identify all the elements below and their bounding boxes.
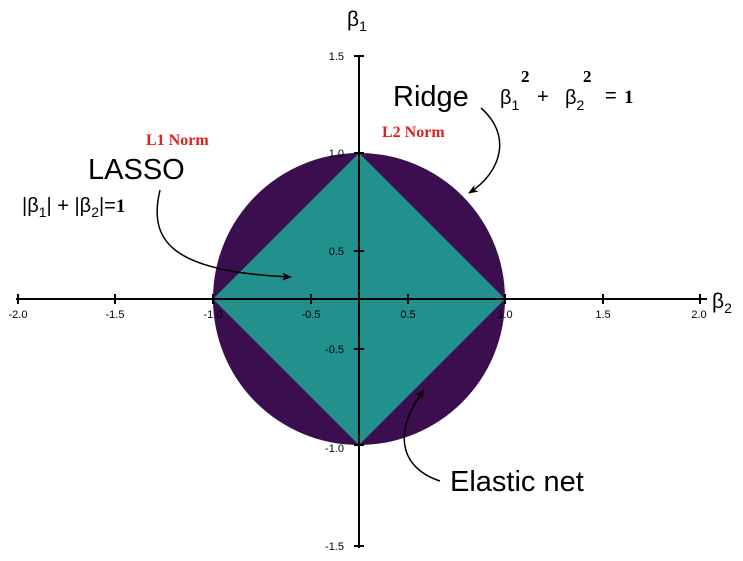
y-axis-label: β1 [347, 8, 367, 34]
elastic-net-label: Elastic net [450, 466, 584, 498]
x-tick-label: 2.0 [691, 309, 706, 321]
x-tick-marks [17, 294, 701, 304]
elastic-net-arrow [403, 389, 441, 482]
x-tick-label: 1.0 [497, 309, 512, 321]
ridge-arrow [468, 107, 501, 194]
x-tick-label: 1.5 [595, 309, 610, 321]
lasso-label: LASSO [88, 154, 185, 186]
ridge-plus: + [537, 86, 549, 108]
y-tick-label: 0.5 [329, 246, 344, 258]
ridge-beta1-power: 2 [521, 67, 530, 86]
x-tick-label: -0.5 [302, 309, 321, 321]
y-tick-label: 1.5 [329, 51, 344, 63]
l2-norm-label: L2 Norm [382, 124, 445, 141]
x-tick-label: -1.0 [204, 309, 223, 321]
lasso-formula: |β1| + |β2|=1 [22, 195, 125, 220]
ridge-equals: = [605, 85, 617, 107]
l1-norm-label: L1 Norm [146, 132, 209, 149]
x-tick-label: -2.0 [9, 309, 28, 321]
y-tick-label: -0.5 [325, 344, 344, 356]
y-tick-label: 1.0 [329, 148, 344, 160]
y-tick-marks [354, 55, 364, 547]
ridge-beta2-power: 2 [583, 67, 592, 86]
lasso-arrow [156, 189, 292, 281]
ridge-beta2: β2 [565, 87, 585, 113]
ridge-beta1: β1 [500, 87, 520, 113]
x-axis-label: β2 [712, 290, 732, 316]
ridge-formula: β1 2 + β2 2 = 1 [500, 67, 634, 113]
ridge-label: Ridge [393, 81, 469, 113]
x-tick-label: 0.5 [400, 309, 415, 321]
y-tick-label: -1.5 [325, 541, 344, 553]
y-tick-label: -1.0 [325, 443, 344, 455]
x-tick-label: -1.5 [106, 309, 125, 321]
ridge-rhs: 1 [624, 87, 634, 108]
